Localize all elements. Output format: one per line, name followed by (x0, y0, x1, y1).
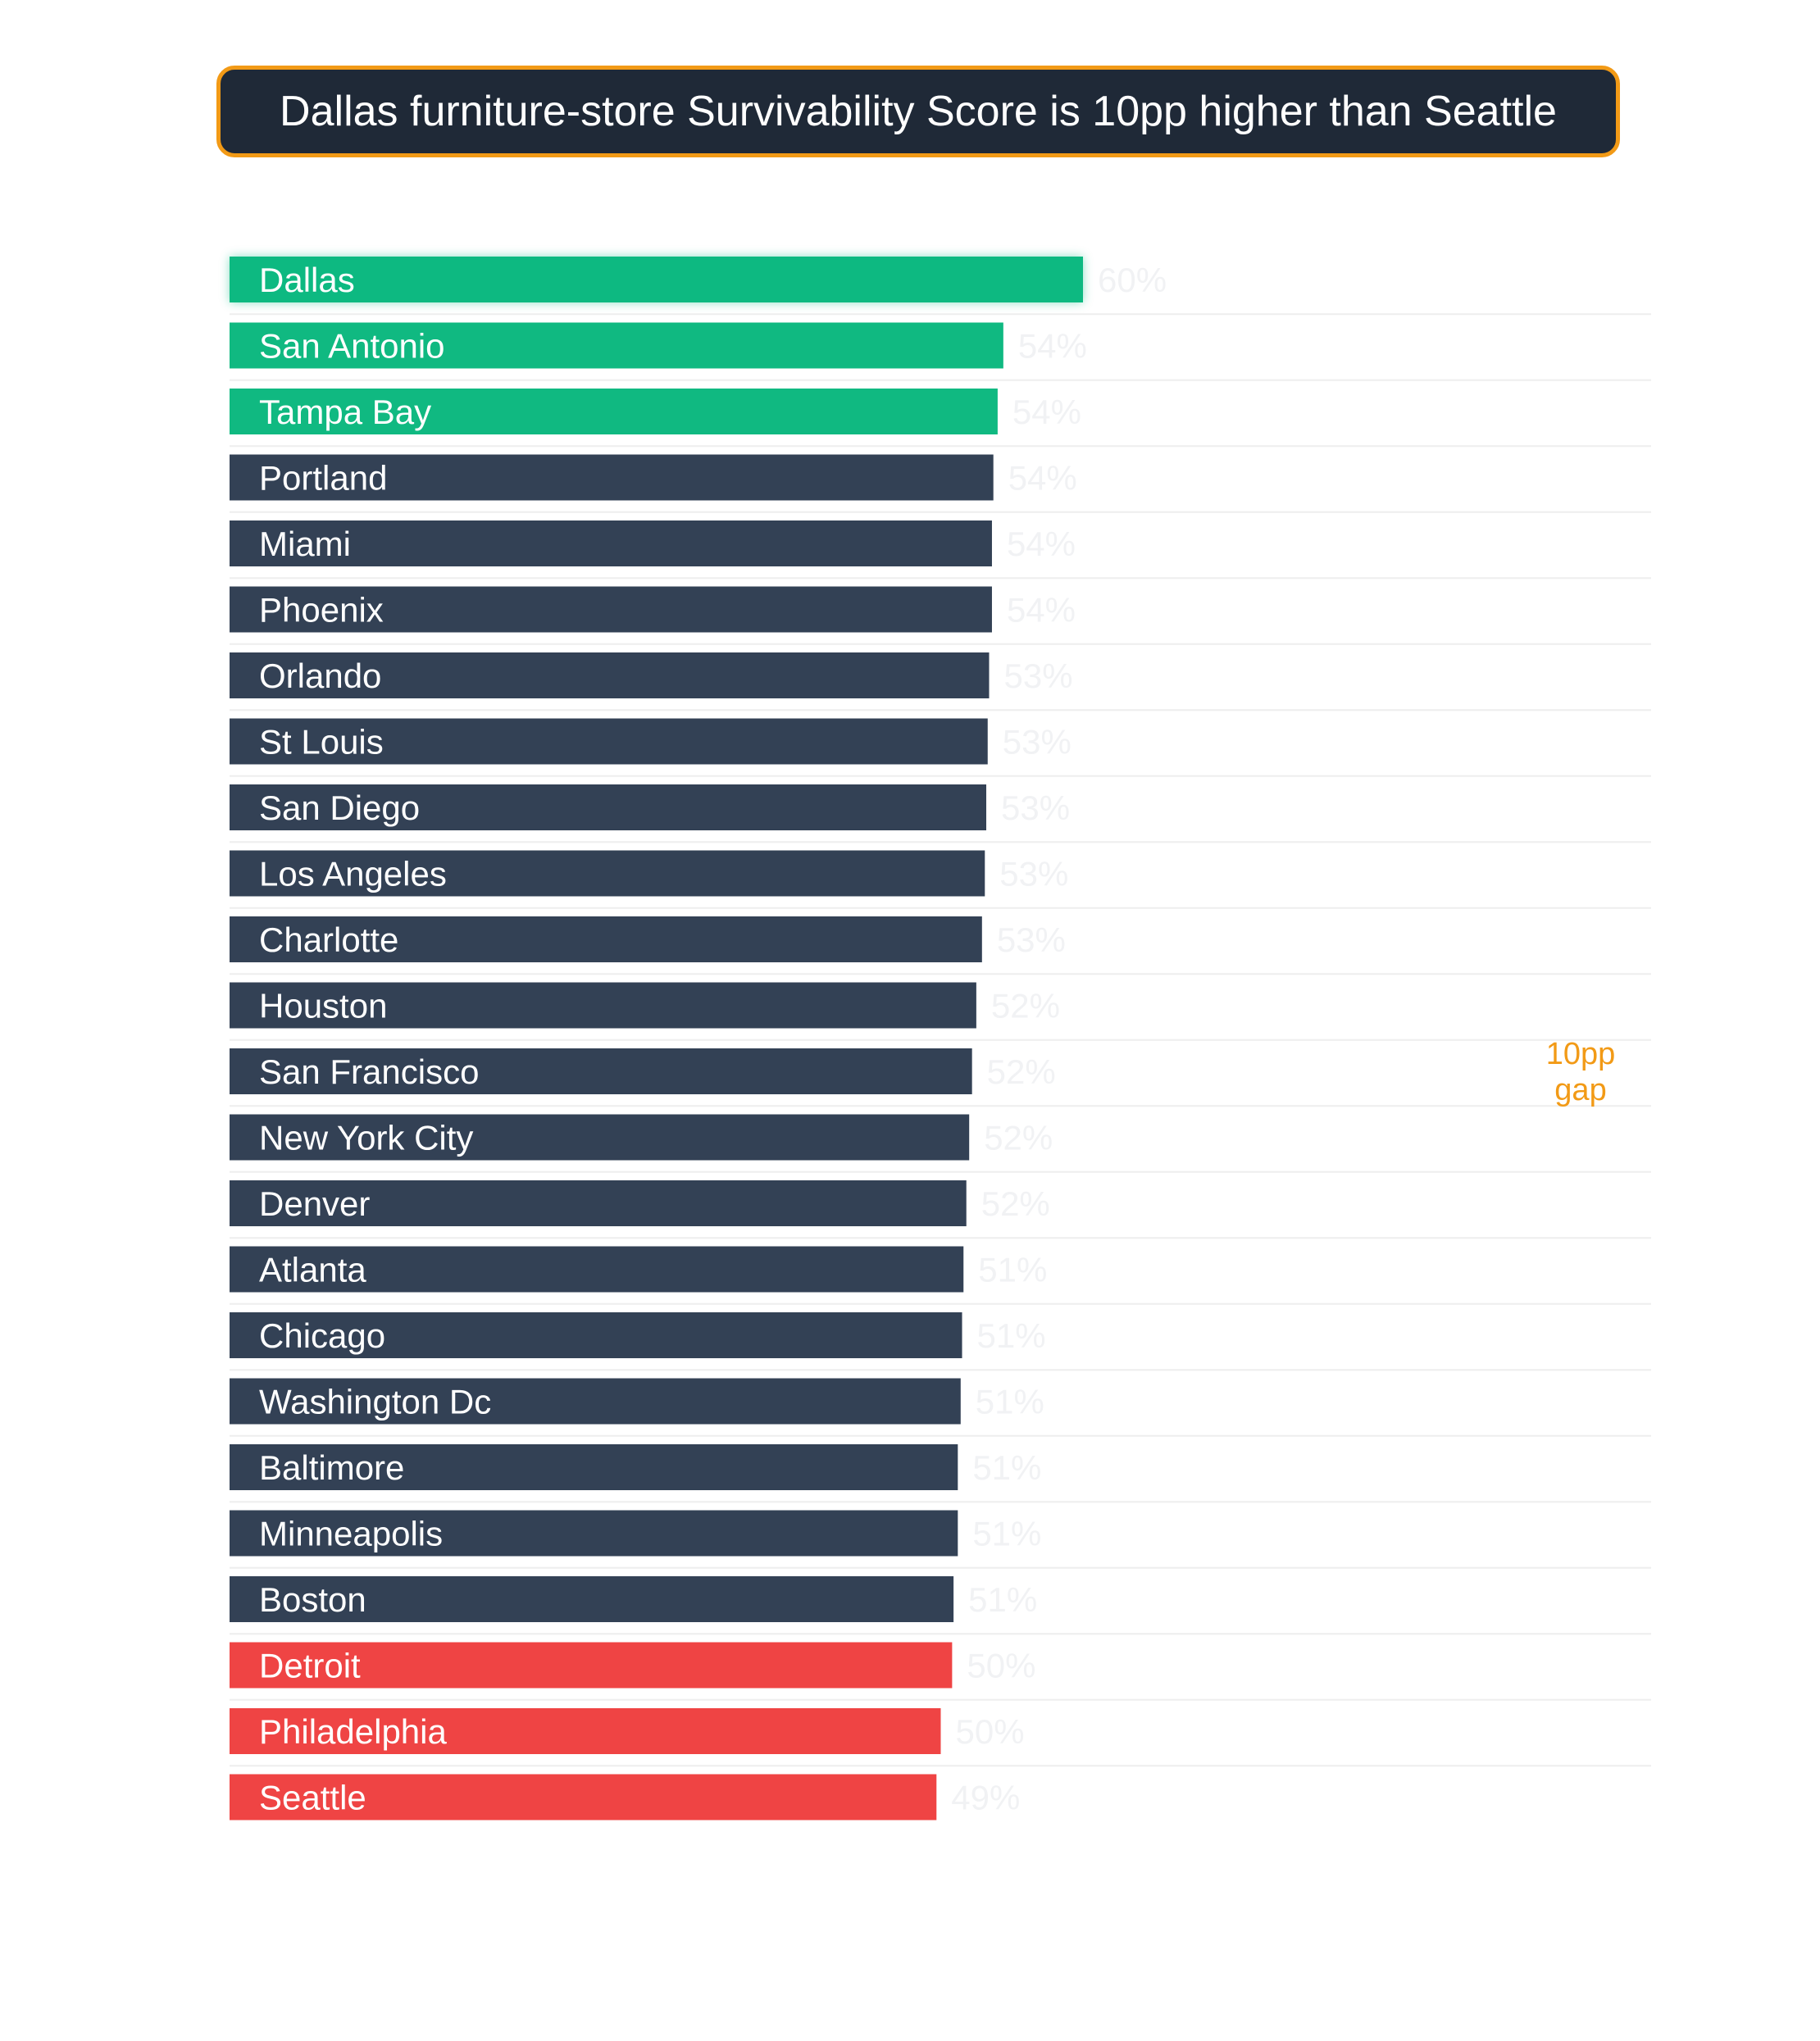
value-label: 51% (968, 1580, 1037, 1619)
value-label: 54% (1007, 591, 1076, 630)
value-label: 50% (967, 1647, 1035, 1685)
bar-orlando (230, 652, 990, 698)
bar-label: Charlotte (259, 920, 398, 959)
value-label: 52% (991, 987, 1060, 1025)
bar-label: Houston (259, 987, 387, 1025)
bar-label: Seattle (259, 1779, 366, 1817)
value-label: 54% (1018, 327, 1087, 366)
value-label: 50% (956, 1712, 1025, 1751)
bars (230, 257, 1083, 1821)
value-label: 54% (1008, 459, 1077, 498)
bar-st-louis (230, 718, 988, 765)
bar-san-antonio (230, 322, 1003, 369)
value-label: 54% (1007, 525, 1076, 563)
bar-labels: Dallas San Antonio Tampa Bay Portland Miami P… (259, 261, 491, 1817)
value-label: 52% (984, 1119, 1053, 1157)
row-separators (230, 313, 1651, 1767)
gap-annotation: 10pp gap (1546, 1037, 1616, 1107)
bar-label: Chicago (259, 1316, 385, 1355)
bar-seattle (230, 1774, 937, 1821)
value-label: 53% (997, 920, 1066, 959)
value-label: 53% (1001, 789, 1070, 827)
bar-label: Denver (259, 1184, 370, 1223)
bar-label: St Louis (259, 723, 384, 761)
value-label: 51% (972, 1515, 1041, 1553)
bar-houston (230, 982, 976, 1029)
bar-san-francisco (230, 1048, 972, 1094)
gap-annotation-line1: 10pp (1546, 1037, 1616, 1071)
value-label: 51% (972, 1448, 1041, 1487)
bar-tampa-bay (230, 389, 998, 434)
gap-annotation-line2: gap (1554, 1073, 1606, 1107)
value-label: 52% (981, 1184, 1050, 1223)
bar-phoenix (230, 586, 992, 633)
bar-label: Phoenix (259, 591, 384, 630)
bar-label: New York City (259, 1119, 473, 1157)
value-label: 53% (1003, 657, 1072, 695)
bar-label: Dallas (259, 261, 355, 299)
bar-charlotte (230, 916, 982, 962)
bar-label: Los Angeles (259, 855, 447, 893)
bar-los-angeles (230, 850, 985, 897)
value-labels: 60% 54% 54% 54% 54% 54% 53% 53% 53% 53% 53% 52% 52% 5… (951, 261, 1167, 1817)
value-label: 51% (976, 1383, 1044, 1421)
bar-san-diego (230, 784, 987, 830)
value-label: 51% (978, 1251, 1047, 1289)
bar-minneapolis (230, 1510, 958, 1557)
value-label: 53% (999, 855, 1068, 893)
bar-label: Minneapolis (259, 1515, 443, 1553)
bar-label: Orlando (259, 657, 381, 695)
bar-label: Tampa Bay (259, 393, 431, 431)
bar-label: Philadelphia (259, 1712, 447, 1751)
bar-label: Boston (259, 1580, 366, 1619)
bar-denver (230, 1180, 967, 1226)
bar-boston (230, 1576, 954, 1622)
bar-dallas (230, 257, 1083, 302)
bar-chicago (230, 1312, 962, 1358)
chart-title: Dallas furniture-store Survivability Sco… (280, 88, 1557, 135)
bar-label: Atlanta (259, 1251, 366, 1289)
bar-new-york-city (230, 1114, 970, 1161)
bar-label: San Antonio (259, 327, 445, 366)
bar-washington-dc (230, 1378, 961, 1425)
bar-label: Washington Dc (259, 1383, 491, 1421)
value-label: 51% (977, 1316, 1046, 1355)
bar-label: San Francisco (259, 1052, 479, 1091)
bar-baltimore (230, 1444, 958, 1490)
bar-label: Baltimore (259, 1448, 404, 1487)
bar-atlanta (230, 1246, 964, 1293)
value-label: 60% (1098, 261, 1167, 299)
value-label: 49% (951, 1779, 1020, 1817)
bar-label: San Diego (259, 789, 420, 827)
bar-philadelphia (230, 1708, 941, 1754)
bar-portland (230, 454, 994, 501)
bar-detroit (230, 1642, 953, 1689)
bar-miami (230, 520, 992, 566)
value-label: 54% (1012, 393, 1081, 431)
value-label: 52% (987, 1052, 1056, 1091)
bar-label: Miami (259, 525, 351, 563)
bar-label: Detroit (259, 1647, 361, 1685)
chart-title-box: Dallas furniture-store Survivability Sco… (216, 66, 1620, 157)
bar-label: Portland (259, 459, 387, 498)
value-label: 53% (1003, 723, 1072, 761)
